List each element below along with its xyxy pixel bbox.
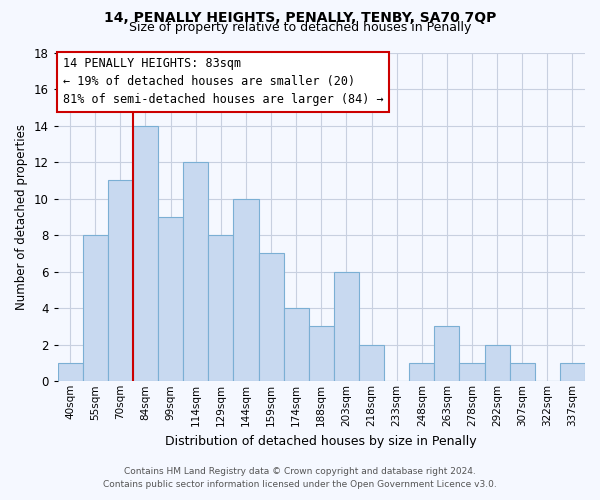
- Bar: [359, 344, 384, 382]
- Bar: [83, 235, 108, 382]
- Text: Contains HM Land Registry data © Crown copyright and database right 2024.
Contai: Contains HM Land Registry data © Crown c…: [103, 467, 497, 489]
- Bar: [434, 326, 460, 382]
- Bar: [284, 308, 309, 382]
- X-axis label: Distribution of detached houses by size in Penally: Distribution of detached houses by size …: [166, 434, 477, 448]
- Bar: [58, 363, 83, 382]
- Y-axis label: Number of detached properties: Number of detached properties: [15, 124, 28, 310]
- Text: 14, PENALLY HEIGHTS, PENALLY, TENBY, SA70 7QP: 14, PENALLY HEIGHTS, PENALLY, TENBY, SA7…: [104, 11, 496, 25]
- Bar: [309, 326, 334, 382]
- Bar: [560, 363, 585, 382]
- Text: Size of property relative to detached houses in Penally: Size of property relative to detached ho…: [129, 22, 471, 35]
- Text: 14 PENALLY HEIGHTS: 83sqm
← 19% of detached houses are smaller (20)
81% of semi-: 14 PENALLY HEIGHTS: 83sqm ← 19% of detac…: [63, 58, 383, 106]
- Bar: [259, 254, 284, 382]
- Bar: [334, 272, 359, 382]
- Bar: [133, 126, 158, 382]
- Bar: [208, 235, 233, 382]
- Bar: [183, 162, 208, 382]
- Bar: [233, 198, 259, 382]
- Bar: [485, 344, 509, 382]
- Bar: [460, 363, 485, 382]
- Bar: [158, 217, 183, 382]
- Bar: [509, 363, 535, 382]
- Bar: [409, 363, 434, 382]
- Bar: [108, 180, 133, 382]
